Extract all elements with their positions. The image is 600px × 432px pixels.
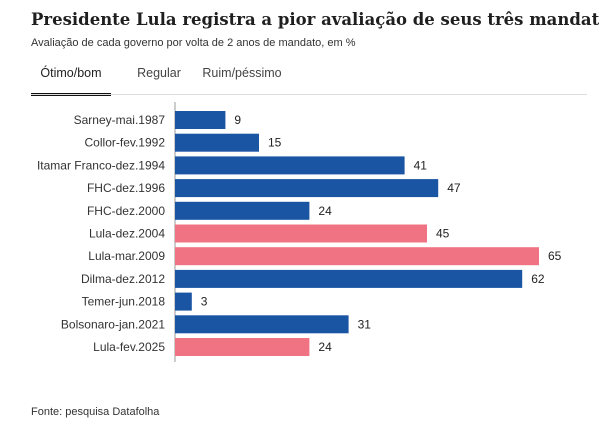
category-label: Collor-fev.1992 xyxy=(85,136,166,150)
tab-otimo-bom[interactable]: Ótimo/bom xyxy=(31,58,111,96)
tab-bar: Ótimo/bom Regular Ruim/péssimo xyxy=(31,58,587,96)
bar xyxy=(175,338,310,356)
category-label: Itamar Franco-dez.1994 xyxy=(37,158,165,172)
category-label: Lula-mar.2009 xyxy=(88,249,165,263)
category-label: FHC-dez.2000 xyxy=(87,204,165,218)
category-label: Temer-jun.2018 xyxy=(82,295,166,309)
category-label: Bolsonaro-jan.2021 xyxy=(61,317,165,331)
bar xyxy=(175,269,523,288)
value-label: 65 xyxy=(548,249,562,263)
value-label: 15 xyxy=(268,136,282,150)
value-label: 62 xyxy=(531,272,545,286)
value-label: 47 xyxy=(447,181,461,195)
bar-chart: Sarney-mai.1987 9 Collor-fev.1992 15 Itamar … xyxy=(37,102,562,362)
chart-title: Presidente Lula registra a pior avaliaçã… xyxy=(31,10,600,29)
bar xyxy=(175,292,192,311)
category-label: Dilma-dez.2012 xyxy=(81,272,165,286)
category-label: Lula-fev.2025 xyxy=(93,340,165,354)
value-label: 45 xyxy=(436,227,450,241)
bar xyxy=(175,133,259,152)
bar xyxy=(175,156,405,175)
bar xyxy=(175,315,349,334)
category-label: FHC-dez.1996 xyxy=(87,181,165,195)
bar xyxy=(175,224,427,243)
value-label: 24 xyxy=(318,204,332,218)
value-label: 3 xyxy=(201,295,208,309)
bar xyxy=(175,179,439,198)
tab-divider xyxy=(31,94,587,95)
value-label: 31 xyxy=(358,317,372,331)
value-label: 41 xyxy=(414,158,428,172)
chart-subtitle: Avaliação de cada governo por volta de 2… xyxy=(31,37,356,49)
value-label: 9 xyxy=(234,113,241,127)
bar xyxy=(175,201,310,220)
bar xyxy=(175,111,226,129)
category-label: Lula-dez.2004 xyxy=(89,227,165,241)
tab-regular[interactable]: Regular xyxy=(137,66,181,80)
tab-ruim-pessimo[interactable]: Ruim/péssimo xyxy=(202,66,282,80)
source-note: Fonte: pesquisa Datafolha xyxy=(31,406,160,418)
value-label: 24 xyxy=(318,340,332,354)
category-label: Sarney-mai.1987 xyxy=(74,113,166,127)
bar xyxy=(175,247,539,266)
